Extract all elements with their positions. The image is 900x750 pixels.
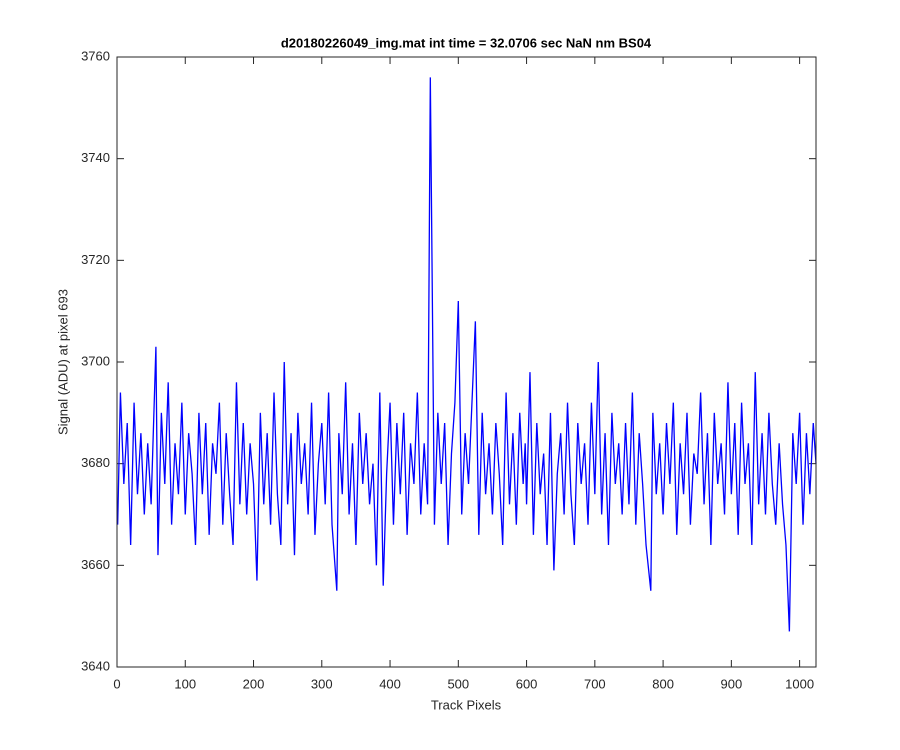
axes-box bbox=[116, 56, 817, 668]
y-tick-label: 3760 bbox=[81, 48, 110, 63]
x-tick-label: 700 bbox=[584, 676, 606, 691]
x-tick-label: 400 bbox=[379, 676, 401, 691]
x-tick-label: 200 bbox=[243, 676, 265, 691]
y-axis-label: Signal (ADU) at pixel 693 bbox=[55, 289, 70, 435]
y-tick-label: 3700 bbox=[81, 353, 110, 368]
y-tick-label: 3640 bbox=[81, 658, 110, 673]
y-tick-label: 3660 bbox=[81, 557, 110, 572]
data-line bbox=[117, 77, 817, 632]
y-tick-label: 3740 bbox=[81, 150, 110, 165]
x-tick-label: 500 bbox=[447, 676, 469, 691]
y-tick-label: 3720 bbox=[81, 252, 110, 267]
x-tick-label: 800 bbox=[652, 676, 674, 691]
x-tick-label: 100 bbox=[174, 676, 196, 691]
x-tick-label: 600 bbox=[516, 676, 538, 691]
y-tick-label: 3680 bbox=[81, 455, 110, 470]
x-axis-label: Track Pixels bbox=[431, 697, 502, 712]
chart-title: d20180226049_img.mat int time = 32.0706 … bbox=[281, 35, 652, 50]
x-tick-label: 300 bbox=[311, 676, 333, 691]
x-tick-label: 1000 bbox=[785, 676, 814, 691]
x-tick-label: 900 bbox=[721, 676, 743, 691]
x-tick-label: 0 bbox=[113, 676, 120, 691]
